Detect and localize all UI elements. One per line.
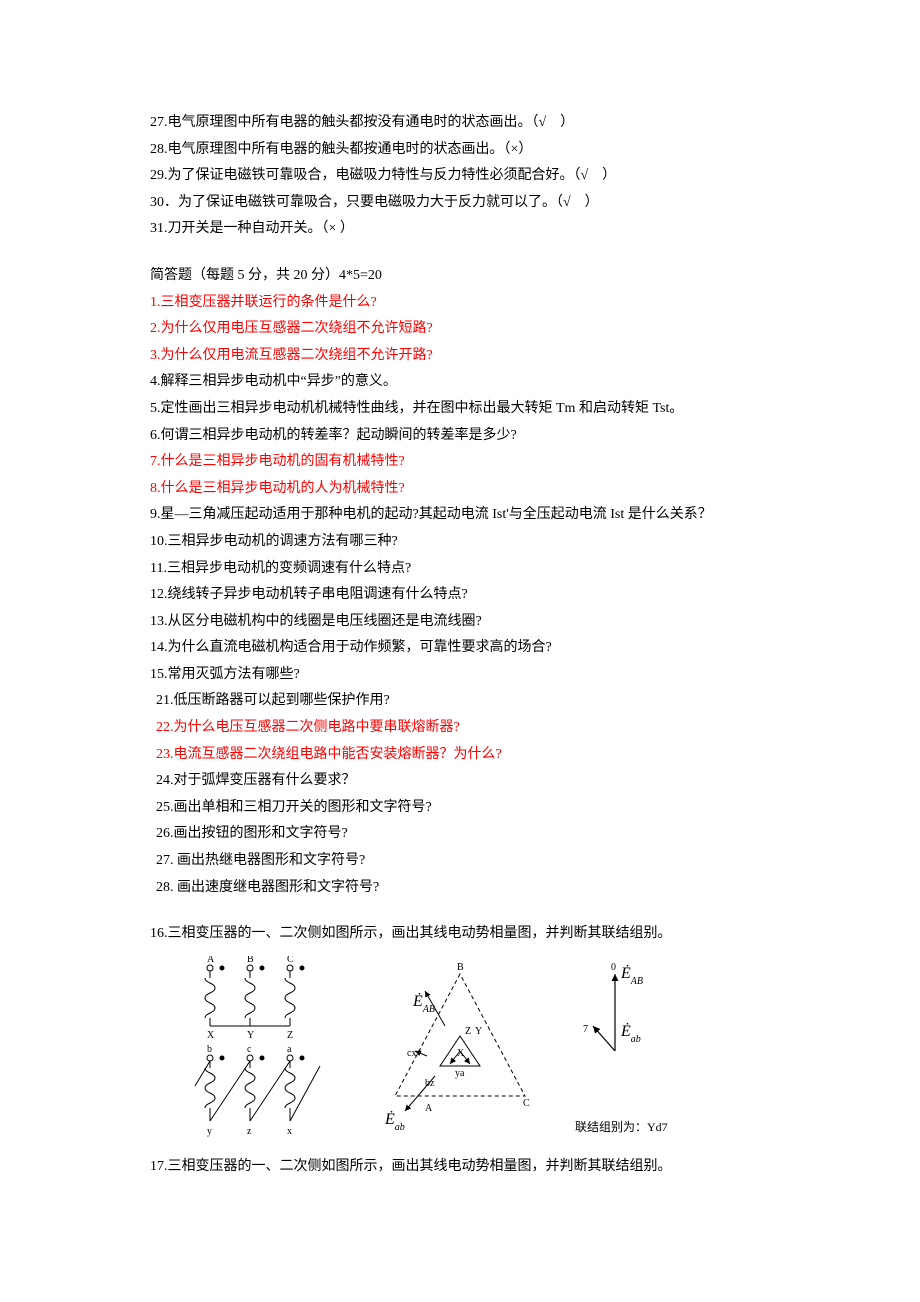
svg-text:Z: Z [287,1030,293,1041]
svg-text:ĖAB: ĖAB [620,964,643,987]
sa-item: 14.为什么直流电磁机构适合用于动作频繁，可靠性要求高的场合? [150,635,770,662]
winding-diagram: A B C X Y Z b c a y z x [190,956,345,1146]
svg-text:B: B [457,962,464,973]
svg-text:X: X [457,1048,465,1059]
svg-text:Z: Z [465,1026,471,1037]
sa-item: 3.为什么仅用电流互感器二次绕组不允许开路? [150,343,770,370]
svg-text:Y: Y [475,1026,482,1037]
svg-text:ĖAB: ĖAB [412,992,435,1015]
sa-item: 26.画出按钮的图形和文字符号? [150,821,770,848]
sa-item: 9.星—三角减压起动适用于那种电机的起动?其起动电流 Ist'与全压起动电流 I… [150,502,770,529]
clock-diagram: 0 7 ĖAB Ėab [575,956,675,1106]
sa-item: 6.何谓三相异步电动机的转差率？起动瞬间的转差率是多少? [150,423,770,450]
svg-text:c: c [247,1044,252,1055]
sa-item: 10.三相异步电动机的调速方法有哪三种? [150,529,770,556]
svg-text:x: x [287,1126,292,1137]
sa-item: 27. 画出热继电器图形和文字符号? [150,848,770,875]
q16-text: 16.三相变压器的一、二次侧如图所示，画出其线电动势相量图，并判断其联结组别。 [150,921,770,948]
tf-item: 29.为了保证电磁铁可靠吸合，电磁吸力特性与反力特性必须配合好。（√ ） [150,163,770,190]
tf-item: 31.刀开关是一种自动开关。（× ） [150,216,770,243]
svg-text:B: B [247,956,254,965]
svg-text:y: y [207,1126,212,1137]
q16-figure: A B C X Y Z b c a y z x [190,956,770,1146]
sa-item: 24.对于弧焊变压器有什么要求？ [150,768,770,795]
phasor-diagram: B A C Z Y X cx ya bz ĖAB Ėab [365,956,555,1136]
tf-item: 30．为了保证电磁铁可靠吸合，只要电磁吸力大于反力就可以了。（√ ） [150,190,770,217]
svg-text:Y: Y [247,1030,254,1041]
svg-text:bz: bz [425,1078,435,1089]
sa-item: 11.三相异步电动机的变频调速有什么特点? [150,556,770,583]
sa-item: 15.常用灭弧方法有哪些? [150,662,770,689]
sa-item: 7.什么是三相异步电动机的固有机械特性? [150,449,770,476]
svg-text:Ėab: Ėab [620,1022,641,1045]
sa-item: 1.三相变压器并联运行的条件是什么? [150,290,770,317]
q17-text: 17.三相变压器的一、二次侧如图所示，画出其线电动势相量图，并判断其联结组别。 [150,1154,770,1181]
sa-item: 13.从区分电磁机构中的线圈是电压线圈还是电流线圈? [150,609,770,636]
svg-text:7: 7 [583,1024,588,1035]
sa-item: 21.低压断路器可以起到哪些保护作用? [150,688,770,715]
tf-item: 28.电气原理图中所有电器的触头都按通电时的状态画出。（×） [150,137,770,164]
svg-text:cx: cx [407,1048,416,1059]
sa-item: 2.为什么仅用电压互感器二次绕组不允许短路? [150,316,770,343]
svg-text:0: 0 [611,962,616,973]
sa-item: 22.为什么电压互感器二次侧电路中要串联熔断器? [150,715,770,742]
connection-label: 联结组别为：Yd7 [575,1116,675,1139]
svg-text:b: b [207,1044,212,1055]
tf-item: 27.电气原理图中所有电器的触头都按没有通电时的状态画出。（√ ） [150,110,770,137]
svg-text:A: A [207,956,215,965]
svg-text:z: z [247,1126,252,1137]
sa-item: 23.电流互感器二次绕组电路中能否安装熔断器？为什么? [150,742,770,769]
sa-item: 5.定性画出三相异步电动机机械特性曲线，并在图中标出最大转矩 Tm 和启动转矩 … [150,396,770,423]
section-header: 简答题（每题 5 分，共 20 分）4*5=20 [150,263,770,290]
svg-text:X: X [207,1030,215,1041]
svg-text:Ėab: Ėab [384,1110,405,1133]
sa-item: 28. 画出速度继电器图形和文字符号? [150,875,770,902]
svg-text:C: C [287,956,294,965]
sa-item: 4.解释三相异步电动机中“异步”的意义。 [150,369,770,396]
sa-item: 8.什么是三相异步电动机的人为机械特性? [150,476,770,503]
svg-text:a: a [287,1044,292,1055]
svg-text:ya: ya [455,1068,465,1079]
svg-text:C: C [523,1098,530,1109]
sa-item: 25.画出单相和三相刀开关的图形和文字符号? [150,795,770,822]
sa-item: 12.绕线转子异步电动机转子串电阻调速有什么特点? [150,582,770,609]
svg-text:A: A [425,1103,433,1114]
